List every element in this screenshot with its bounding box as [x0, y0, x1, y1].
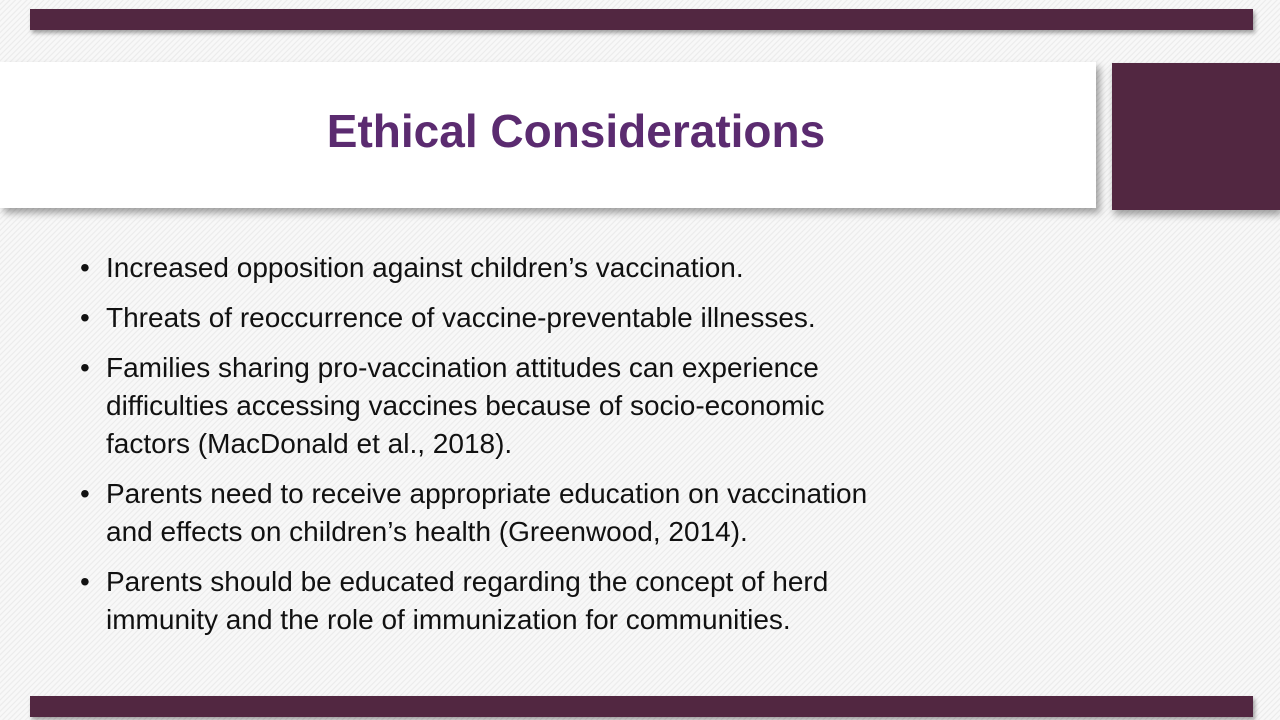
bullet-text: Families sharing pro-vaccination attitud…: [106, 352, 819, 383]
list-item: • Threats of reoccurrence of vaccine-pre…: [80, 299, 1140, 337]
bullet-icon: •: [80, 252, 90, 283]
slide-title: Ethical Considerations: [326, 105, 826, 157]
bullet-icon: •: [80, 478, 90, 509]
bullet-text: factors (MacDonald et al., 2018).: [106, 428, 513, 459]
bullet-text: Parents need to receive appropriate educ…: [106, 478, 868, 509]
bullet-text: Increased opposition against children’s …: [106, 252, 744, 283]
bottom-accent-band: [30, 696, 1253, 717]
bullet-text: and effects on children’s health (Greenw…: [106, 516, 748, 547]
list-item: • Families sharing pro-vaccination attit…: [80, 349, 1140, 463]
list-item: • Parents should be educated regarding t…: [80, 563, 1140, 639]
bullet-icon: •: [80, 352, 90, 383]
bullet-icon: •: [80, 566, 90, 597]
list-item: • Increased opposition against children’…: [80, 249, 1140, 287]
bullet-text: Threats of reoccurrence of vaccine-preve…: [106, 302, 816, 333]
bullet-list: • Increased opposition against children’…: [80, 249, 1140, 651]
title-header-band: Ethical Considerations: [0, 62, 1096, 208]
top-accent-band: [30, 9, 1253, 30]
bullet-icon: •: [80, 302, 90, 333]
bullet-text: Parents should be educated regarding the…: [106, 566, 829, 597]
accent-rectangle: [1112, 63, 1280, 210]
bullet-text: difficulties accessing vaccines because …: [106, 390, 825, 421]
list-item: • Parents need to receive appropriate ed…: [80, 475, 1140, 551]
bullet-text: immunity and the role of immunization fo…: [106, 604, 791, 635]
